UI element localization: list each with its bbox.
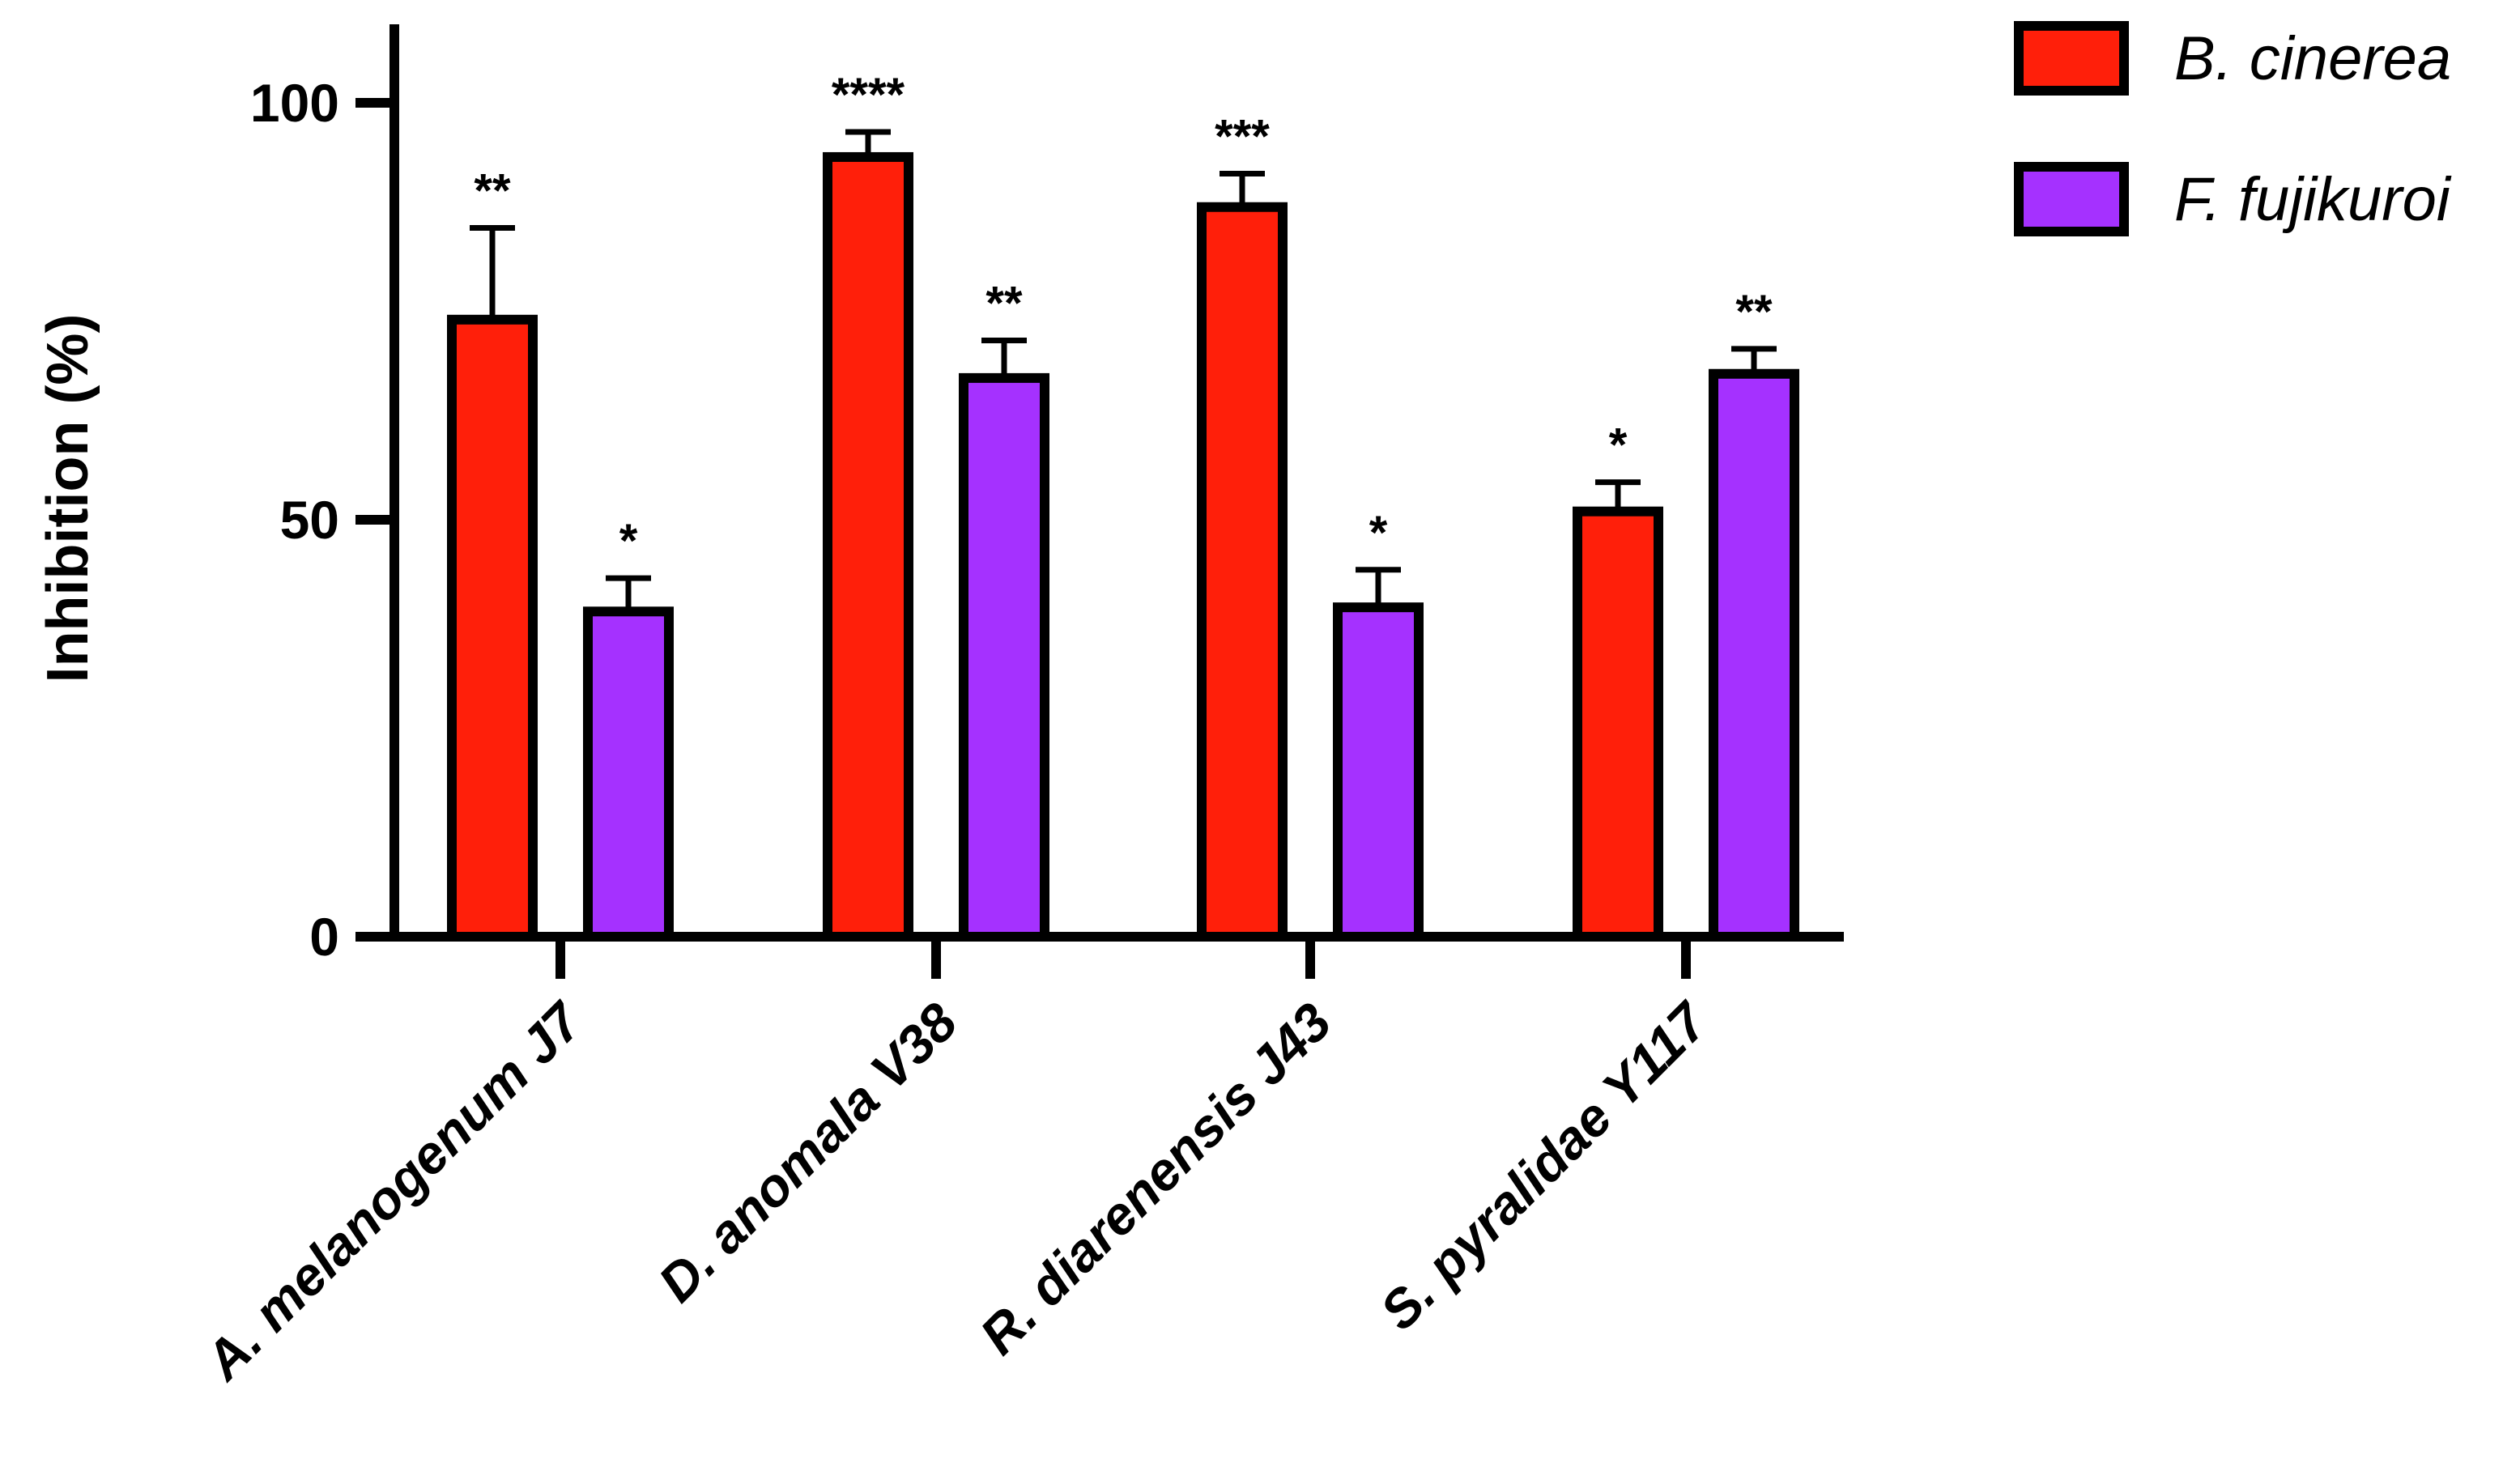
bar [583,606,674,942]
bar [447,314,538,942]
y-tick-label: 50 [280,490,339,550]
y-tick-label: 100 [250,73,339,133]
y-tick-label: 0 [309,907,339,967]
significance-label: * [1369,507,1388,559]
bar [1333,602,1424,942]
significance-label: * [619,515,638,568]
bar [823,151,913,942]
significance-label: * [1609,419,1628,472]
x-tick-label: A. melanogenum J7 [192,989,594,1392]
significance-label: *** [1215,111,1270,164]
legend-label: B. cinerea [2174,24,2451,93]
x-tick-label: D. anomala V38 [647,991,969,1313]
x-tick-label: R. diarenensis J43 [968,992,1343,1366]
significance-label: ** [474,165,511,218]
bar [1709,368,1799,942]
significance-label: **** [832,69,905,121]
legend-swatch [2014,162,2129,236]
legend-swatch [2014,21,2129,96]
bar [1573,506,1663,942]
significance-label: ** [1735,286,1773,338]
legend: B. cinerea F. fujikuroi [2014,21,2452,236]
y-axis-title: Inhibition (%) [36,314,100,683]
x-tick-label: S. pyralidae Y117 [1369,989,1720,1341]
bar [1197,202,1288,942]
legend-label: F. fujikuroi [2174,165,2452,234]
bar [959,372,1049,942]
significance-label: ** [985,278,1023,330]
